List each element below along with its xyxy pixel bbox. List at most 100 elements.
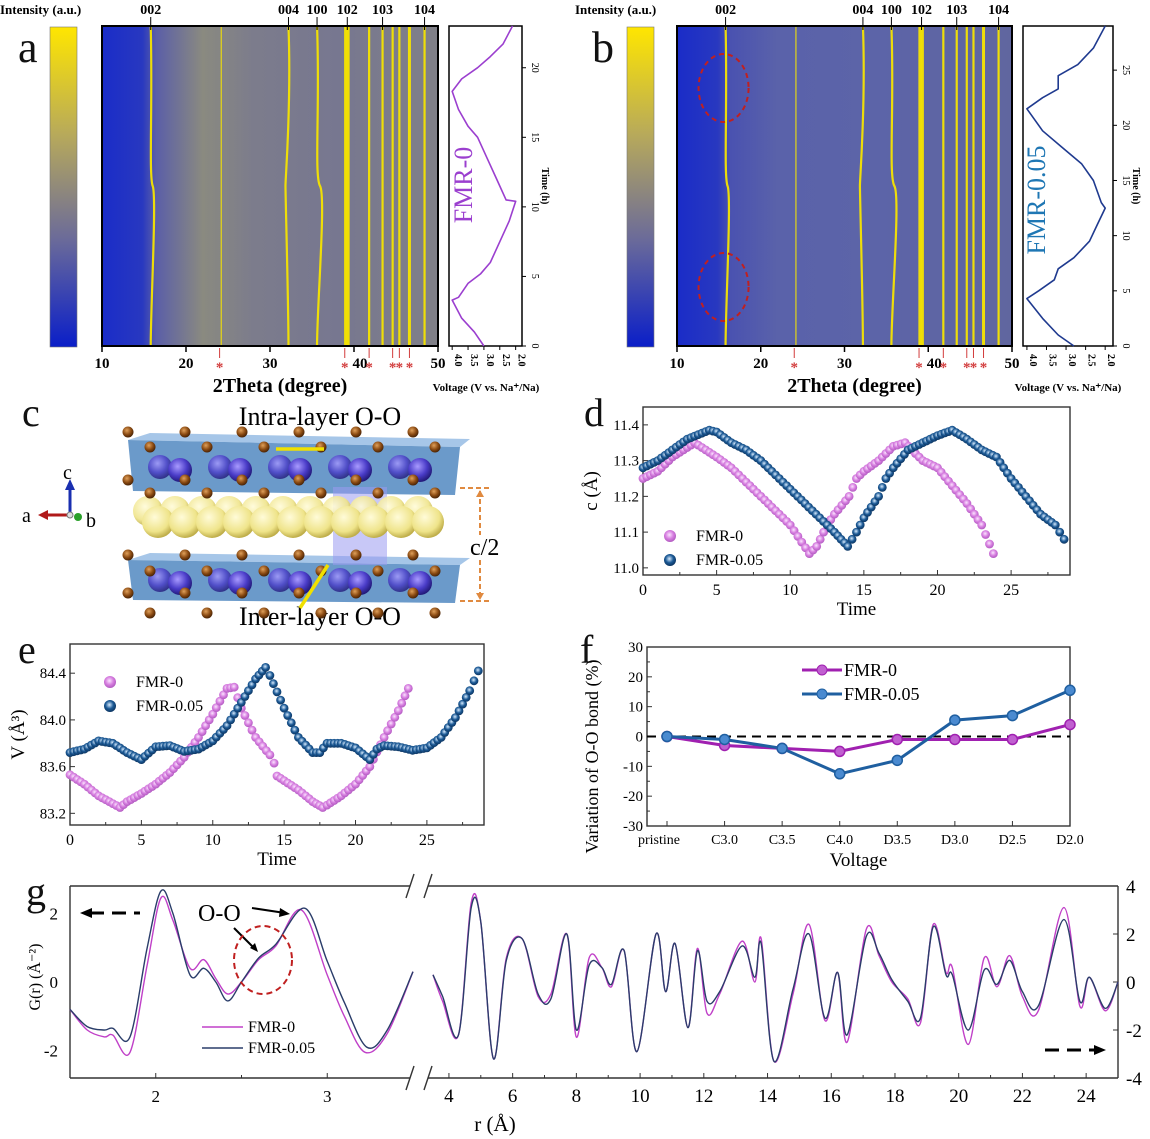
data-point-fmr-005 bbox=[874, 492, 883, 501]
x-tick-label: 50 bbox=[431, 356, 446, 372]
data-point-fmr-005 bbox=[877, 483, 887, 492]
panel-label-g: g bbox=[26, 869, 46, 914]
tm-atom bbox=[388, 568, 412, 592]
data-point-fmr-005 bbox=[272, 687, 282, 697]
data-point bbox=[1064, 684, 1076, 697]
data-point-fmr-005 bbox=[276, 695, 285, 705]
annotation-arrowhead bbox=[250, 943, 258, 952]
oo-bond-variation-chart: -30 -20 -10 0 10 20 30 pristine C3.0 C3.5 C4.0 D3.5… bbox=[582, 640, 1084, 871]
impurity-marker: * bbox=[980, 360, 988, 376]
oxygen-atom bbox=[350, 587, 362, 599]
x-tick-label: 20 bbox=[348, 832, 364, 849]
voltage-axis-title: Voltage (V vs. Na⁺/Na) bbox=[433, 382, 540, 394]
peak-label: 102 bbox=[337, 3, 358, 18]
x-tick-label: 18 bbox=[885, 1086, 904, 1107]
data-point-fmr-005 bbox=[265, 671, 275, 680]
oo-highlight-ellipse bbox=[233, 925, 293, 995]
axis-break-mark bbox=[423, 873, 433, 899]
x-axis-title: 2Theta (degree) bbox=[213, 375, 348, 397]
impurity-marker: * bbox=[963, 360, 971, 376]
oxygen-atom bbox=[407, 474, 419, 486]
y-tick-label: 2 bbox=[50, 904, 59, 923]
data-point-fmr-0 bbox=[383, 726, 392, 736]
voltage-axis-title: Voltage (V vs. Na⁺/Na) bbox=[1015, 382, 1122, 394]
voltage-tick-label: 4.0 bbox=[1027, 354, 1038, 367]
x-tick-label: C3.0 bbox=[711, 833, 738, 848]
oxygen-atom bbox=[144, 565, 156, 577]
data-point bbox=[833, 768, 846, 780]
peak-label: 100 bbox=[307, 3, 328, 18]
x-tick-label: 10 bbox=[631, 1086, 650, 1107]
sample-label: FMR-0 bbox=[449, 147, 478, 224]
oxygen-atom bbox=[372, 487, 384, 499]
x-tick-label: D3.0 bbox=[941, 833, 969, 848]
x-tick-label: 0 bbox=[66, 832, 74, 849]
oxygen-atom bbox=[429, 487, 441, 499]
time-tick-label: 20 bbox=[1120, 120, 1131, 130]
impurity-marker: * bbox=[970, 360, 978, 376]
oo-annotation-label: O-O bbox=[198, 901, 241, 927]
oxygen-atom bbox=[201, 565, 213, 577]
tm-atom bbox=[328, 455, 352, 479]
impurity-marker: * bbox=[341, 360, 349, 376]
data-point-fmr-005 bbox=[1050, 520, 1060, 530]
gr-curve-left-fmr-005 bbox=[69, 889, 414, 1049]
peak-label: 002 bbox=[140, 3, 161, 18]
y-axis-title: V (Å³) bbox=[8, 709, 29, 759]
na-atom bbox=[277, 506, 309, 538]
data-point-fmr-005 bbox=[469, 676, 479, 686]
voltage-tick-label: 2.0 bbox=[516, 354, 527, 367]
oxygen-atom bbox=[122, 587, 134, 599]
legend-label: FMR-0 bbox=[696, 528, 743, 545]
x-tick-label: C3.5 bbox=[769, 833, 796, 848]
voltage-tick-label: 2.5 bbox=[1086, 354, 1097, 367]
gr-curve-right-fmr-0 bbox=[432, 893, 1119, 1063]
peak-label: 104 bbox=[414, 3, 435, 18]
x-axis-title: r (Å) bbox=[474, 1112, 515, 1136]
oxygen-atom bbox=[201, 441, 213, 453]
c-half-arrowhead-top bbox=[476, 490, 484, 497]
data-point-fmr-0 bbox=[393, 706, 403, 715]
oxygen-atom bbox=[122, 426, 134, 438]
y-axis-title: Variation of O-O bond (%) bbox=[582, 660, 603, 854]
x-tick-label: C4.0 bbox=[826, 833, 853, 848]
x-tick-label: 20 bbox=[753, 356, 768, 372]
diffraction-peak-line bbox=[284, 25, 291, 347]
oxygen-atom bbox=[350, 426, 362, 438]
x-tick-label: 5 bbox=[137, 832, 145, 849]
gr-curve-right-fmr-005 bbox=[432, 896, 1119, 1063]
tm-atom bbox=[288, 571, 312, 595]
annotation-arrow bbox=[251, 907, 286, 914]
oxygen-atom bbox=[179, 474, 191, 486]
voltage-tick-label: 3.0 bbox=[1066, 354, 1077, 367]
x-tick-label: 10 bbox=[95, 356, 110, 372]
data-point-fmr-0 bbox=[390, 712, 400, 722]
time-tick-label: 15 bbox=[1120, 175, 1131, 185]
na-atom bbox=[142, 506, 174, 538]
x-axis-title: Time bbox=[257, 849, 296, 870]
x-tick-label: pristine bbox=[638, 833, 680, 848]
x-tick-label: D2.0 bbox=[1056, 833, 1084, 848]
x-tick-label: D3.5 bbox=[883, 833, 911, 848]
x-tick-label: 40 bbox=[353, 356, 368, 372]
time-tick-label: 5 bbox=[1120, 288, 1131, 293]
x-tick-label: 6 bbox=[508, 1086, 518, 1107]
tm-atom bbox=[388, 455, 412, 479]
na-atom bbox=[223, 506, 255, 538]
na-atom bbox=[196, 506, 228, 538]
na-atom bbox=[358, 506, 390, 538]
data-point-fmr-0 bbox=[229, 682, 239, 692]
annotation-arrowhead bbox=[279, 908, 290, 917]
oxygen-atom bbox=[293, 587, 305, 599]
oxygen-atom bbox=[350, 474, 362, 486]
colorbar-label: Intensity (a.u.) bbox=[0, 2, 81, 17]
x-tick-label: 20 bbox=[179, 356, 194, 372]
x-tick-label: 10 bbox=[782, 582, 798, 599]
voltage-profile-line bbox=[451, 25, 517, 347]
peak-label: 103 bbox=[372, 3, 393, 18]
x-tick-label: 8 bbox=[572, 1086, 582, 1107]
legend-label: FMR-0.05 bbox=[248, 1040, 315, 1057]
data-point-fmr-005 bbox=[473, 666, 483, 676]
right-axis-arrowhead bbox=[1094, 1045, 1106, 1055]
tm-atom bbox=[208, 568, 232, 592]
